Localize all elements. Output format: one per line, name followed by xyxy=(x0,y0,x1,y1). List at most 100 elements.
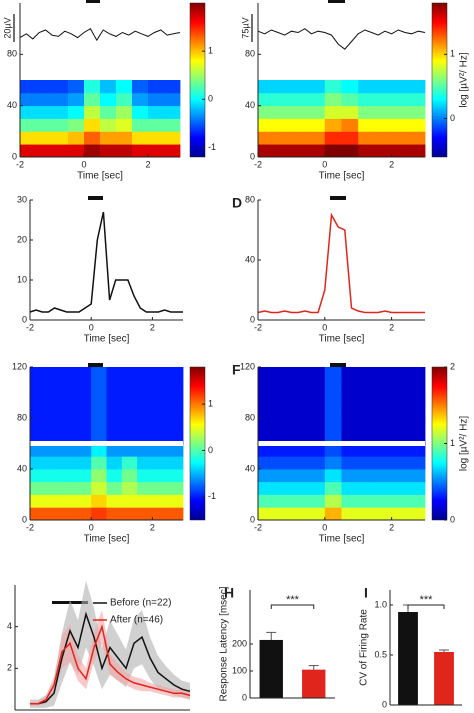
heatmap-cell xyxy=(291,494,309,508)
heatmap-cell xyxy=(258,469,276,483)
heatmap-cell xyxy=(152,418,169,432)
heatmap-cell xyxy=(36,80,53,94)
y-tick-label: 0 xyxy=(22,514,27,524)
heatmap-cell xyxy=(152,392,169,406)
heatmap-cell xyxy=(164,105,181,119)
heatmap-cell xyxy=(358,392,376,406)
heatmap-cell xyxy=(45,367,61,381)
heatmap-cell xyxy=(45,481,61,495)
heatmap-cell xyxy=(274,494,292,508)
heatmap-cell xyxy=(75,379,92,393)
heatmap-cell xyxy=(36,105,53,119)
heatmap-cell xyxy=(164,118,181,132)
heatmap-cell xyxy=(291,418,309,432)
heatmap-cell xyxy=(91,418,107,432)
heatmap-cell xyxy=(106,507,123,521)
heatmap-cell xyxy=(121,456,138,470)
y-tick-label: 0 xyxy=(250,514,255,524)
heatmap-cell xyxy=(91,379,107,393)
heatmap-cell xyxy=(91,494,107,508)
heatmap-cell xyxy=(106,481,123,495)
heatmap-cell xyxy=(408,367,426,381)
heatmap-cell xyxy=(45,443,61,457)
heatmap-cell xyxy=(106,392,123,406)
colorbar-tick-label: -1 xyxy=(208,142,216,152)
heatmap-cell xyxy=(106,418,123,432)
heatmap-cell xyxy=(291,481,309,495)
y-tick-label: 0.5 xyxy=(374,649,387,659)
heatmap-cell xyxy=(341,469,359,483)
y-tick-label: 30 xyxy=(17,194,27,204)
heatmap-cell xyxy=(291,456,309,470)
heatmap-cell xyxy=(358,443,376,457)
y-tick-label: 80 xyxy=(17,412,27,422)
heatmap-cell xyxy=(324,105,342,119)
heatmap-cell xyxy=(291,367,309,381)
heatmap-cell xyxy=(258,430,276,444)
heatmap-cell xyxy=(30,430,46,444)
heatmap-cell xyxy=(308,507,326,521)
heatmap-cell xyxy=(121,443,138,457)
legend-label: After (n=46) xyxy=(110,615,163,626)
heatmap-cell xyxy=(258,405,276,419)
heatmap-cell xyxy=(408,405,426,419)
heatmap-cell xyxy=(391,392,409,406)
heatmap-cell xyxy=(324,80,342,94)
heatmap-cell xyxy=(100,80,117,94)
heatmap-cell xyxy=(20,92,37,107)
heatmap-cell xyxy=(324,494,342,508)
heatmap-cell xyxy=(324,392,342,406)
heatmap-cell xyxy=(45,405,61,419)
heatmap-cell xyxy=(45,469,61,483)
bar xyxy=(302,669,326,698)
heatmap-cell xyxy=(324,118,342,132)
heatmap-cell xyxy=(52,131,69,145)
heatmap-cell xyxy=(148,105,165,119)
heatmap-cell xyxy=(258,481,276,495)
heatmap-cell xyxy=(374,367,392,381)
heatmap-cell xyxy=(291,105,309,119)
heatmap-cell xyxy=(391,367,409,381)
heatmap-cell xyxy=(374,430,392,444)
bar xyxy=(434,652,454,705)
heatmap-cell xyxy=(408,379,426,393)
heatmap-cell xyxy=(391,443,409,457)
heatmap-cell xyxy=(106,469,123,483)
heatmap-cell xyxy=(52,92,69,107)
x-tick-label: 0 xyxy=(89,322,94,332)
heatmap-cell xyxy=(308,92,326,107)
heatmap-cell xyxy=(60,456,77,470)
heatmap-cell xyxy=(106,405,123,419)
y-tick-label: 100 xyxy=(232,665,247,675)
heatmap-cell xyxy=(75,469,92,483)
heatmap-cell xyxy=(274,379,292,393)
heatmap-cell xyxy=(60,507,77,521)
heatmap-cell xyxy=(408,443,426,457)
y-tick-label: 2 xyxy=(7,663,12,673)
y-tick-label: 10 xyxy=(17,274,27,284)
heatmap-cell xyxy=(358,367,376,381)
x-tick-label: 2 xyxy=(389,322,394,332)
heatmap-cell xyxy=(121,481,138,495)
heatmap-cell xyxy=(75,481,92,495)
heatmap-cell xyxy=(75,456,92,470)
heatmap-cell xyxy=(258,144,276,158)
heatmap-cell xyxy=(291,469,309,483)
y-axis-label: Response Latency [msec] xyxy=(219,586,230,701)
heatmap-cell xyxy=(291,430,309,444)
colorbar-tick-label: 1 xyxy=(208,398,213,408)
heatmap-cell xyxy=(358,494,376,508)
heatmap-cell xyxy=(100,144,117,158)
heatmap-cell xyxy=(358,481,376,495)
heatmap-cell xyxy=(341,392,359,406)
bar xyxy=(259,639,283,698)
heatmap-cell xyxy=(106,443,123,457)
heatmap-cell xyxy=(116,131,133,145)
heatmap-cell xyxy=(152,367,169,381)
x-tick-label: 0 xyxy=(89,522,94,532)
heatmap-cell xyxy=(20,144,37,158)
heatmap-cell xyxy=(36,118,53,132)
heatmap-cell xyxy=(408,392,426,406)
heatmap-cell xyxy=(358,144,376,158)
heatmap-cell xyxy=(20,80,37,94)
